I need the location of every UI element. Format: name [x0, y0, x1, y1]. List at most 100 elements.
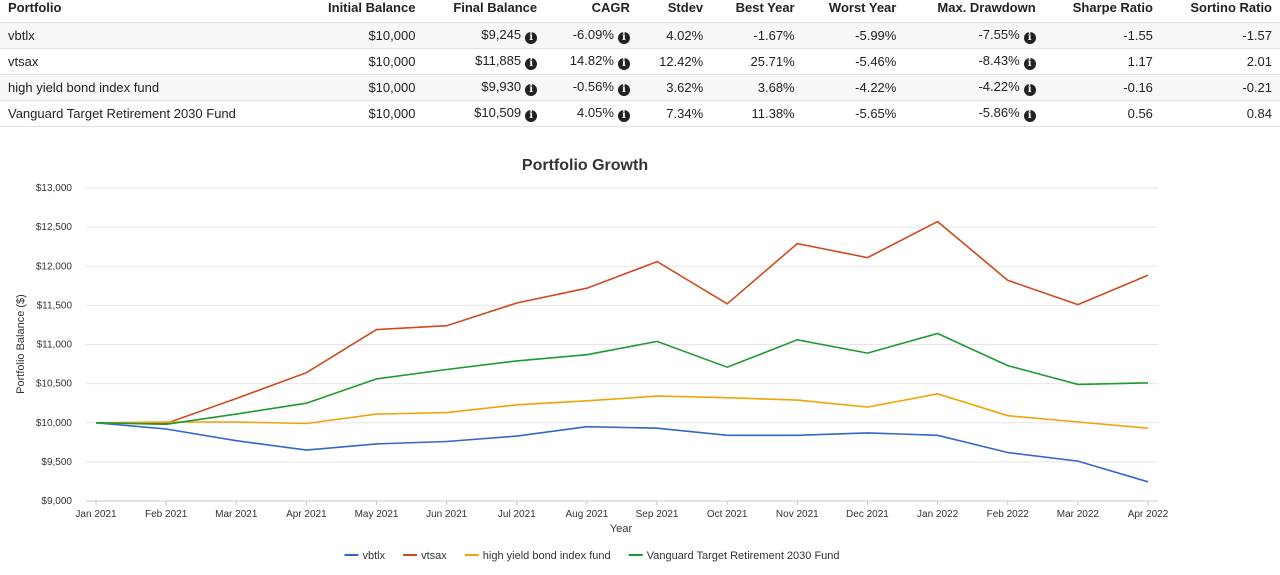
table-row: Vanguard Target Retirement 2030 Fund $10… [0, 100, 1280, 127]
legend-item[interactable]: vtsax [403, 550, 447, 562]
legend-item[interactable]: Vanguard Target Retirement 2030 Fund [628, 550, 840, 562]
cell-sortino-ratio: 0.84 [1160, 100, 1280, 127]
info-circle-icon[interactable]: i [525, 84, 538, 96]
max-drawdown-value: -7.55% [978, 27, 1020, 42]
legend-item[interactable]: high yield bond index fund [464, 550, 611, 562]
y-tick-label: $11,000 [37, 340, 73, 351]
cell-worst-year: -5.99% [802, 22, 905, 49]
cagr-value: -6.09% [572, 27, 614, 42]
cell-cagr: -6.09% i [545, 22, 638, 49]
series-line-vtsax[interactable] [95, 220, 1149, 425]
table-row: high yield bond index fund $10,000 $9,93… [0, 74, 1280, 101]
y-tick-label: $9,500 [41, 457, 72, 468]
portfolio-growth-chart: Portfolio Growth $9,000 $9,500 $10,000 $10,… [15, 157, 1169, 562]
cell-stdev: 12.42% [637, 48, 712, 75]
info-circle-icon[interactable]: i [525, 110, 538, 122]
final-balance-value: $11,885 [475, 53, 522, 68]
max-drawdown-value: -8.43% [978, 53, 1020, 68]
info-circle-icon[interactable]: i [1023, 84, 1036, 96]
legend-label: vtsax [421, 550, 447, 562]
x-tick-label: May 2021 [355, 509, 399, 520]
cell-stdev: 7.34% [637, 100, 712, 127]
chart-title: Portfolio Growth [522, 157, 648, 174]
cell-best-year: 11.38% [711, 100, 803, 127]
info-circle-icon[interactable]: i [1023, 110, 1036, 122]
cell-worst-year: -4.22% [802, 74, 905, 101]
cell-max-drawdown: -7.55% i [904, 22, 1044, 49]
cell-cagr: -0.56% i [545, 74, 638, 101]
cell-final-balance: $9,245 i [423, 22, 546, 49]
x-tick-label: Jul 2021 [498, 509, 536, 520]
legend-label: Vanguard Target Retirement 2030 Fund [647, 550, 840, 562]
max-drawdown-value: -4.22% [978, 79, 1020, 94]
cell-best-year: 3.68% [711, 74, 803, 101]
cell-best-year: 25.71% [711, 48, 803, 75]
x-tick-label: Jan 2022 [917, 509, 959, 520]
cell-portfolio: high yield bond index fund [0, 74, 298, 101]
info-circle-icon[interactable]: i [617, 110, 630, 122]
col-header-sortino-ratio[interactable]: Sortino Ratio [1160, 0, 1280, 23]
legend-item[interactable]: vbtlx [344, 550, 386, 562]
col-header-worst-year[interactable]: Worst Year [802, 0, 905, 23]
info-circle-icon[interactable]: i [1023, 58, 1036, 70]
x-tick-label: Feb 2022 [987, 509, 1030, 520]
y-tick-label: $10,500 [36, 379, 73, 390]
cell-stdev: 3.62% [637, 74, 712, 101]
y-tick-label: $9,000 [41, 496, 72, 507]
table-header-row: Portfolio Initial Balance Final Balance … [0, 0, 1280, 23]
x-tick-label: Apr 2022 [1128, 509, 1169, 520]
cell-sortino-ratio: -1.57 [1160, 22, 1280, 49]
cell-cagr: 14.82% i [545, 48, 638, 75]
info-circle-icon[interactable]: i [617, 58, 630, 70]
cell-sharpe-ratio: -0.16 [1043, 74, 1161, 101]
x-tick-label: Mar 2022 [1057, 509, 1100, 520]
cell-sharpe-ratio: -1.55 [1043, 22, 1161, 49]
col-header-final-balance[interactable]: Final Balance [423, 0, 546, 23]
col-header-portfolio[interactable]: Portfolio [0, 0, 298, 23]
y-tick-label: $12,500 [36, 222, 73, 233]
cell-initial-balance: $10,000 [297, 48, 424, 75]
col-header-sharpe-ratio[interactable]: Sharpe Ratio [1043, 0, 1161, 23]
info-circle-icon[interactable]: i [1023, 32, 1036, 44]
cell-best-year: -1.67% [711, 22, 803, 49]
col-header-initial-balance[interactable]: Initial Balance [297, 0, 424, 23]
table-row: vbtlx $10,000 $9,245 i -6.09% i 4.02% -1.6… [0, 22, 1280, 49]
cell-sortino-ratio: 2.01 [1160, 48, 1280, 75]
x-tick-label: Dec 2021 [846, 509, 889, 520]
cell-initial-balance: $10,000 [297, 100, 424, 127]
info-circle-icon[interactable]: i [617, 32, 630, 44]
cagr-value: 14.82% [569, 53, 614, 68]
x-axis-label: Year [610, 523, 633, 535]
col-header-best-year[interactable]: Best Year [711, 0, 803, 23]
cell-final-balance: $10,509 i [423, 100, 546, 127]
x-tick-label: Jun 2021 [426, 509, 468, 520]
y-tick-label: $10,000 [36, 418, 73, 429]
cell-portfolio: Vanguard Target Retirement 2030 Fund [0, 100, 298, 127]
final-balance-value: $10,509 [474, 105, 522, 120]
cell-max-drawdown: -4.22% i [904, 74, 1044, 101]
x-tick-label: Nov 2021 [776, 509, 819, 520]
x-tick-label: Jan 2021 [75, 509, 117, 520]
series-line-vbtlx[interactable] [95, 422, 1149, 483]
cell-final-balance: $9,930 i [423, 74, 546, 101]
cell-initial-balance: $10,000 [297, 74, 424, 101]
cell-worst-year: -5.46% [802, 48, 905, 75]
y-tick-label: $11,500 [37, 300, 73, 311]
max-drawdown-value: -5.86% [978, 105, 1020, 120]
info-circle-icon[interactable]: i [617, 84, 630, 96]
legend-label: vbtlx [363, 550, 386, 562]
legend-label: high yield bond index fund [483, 550, 611, 562]
x-tick-label: Apr 2021 [286, 509, 327, 520]
performance-table: Portfolio Initial Balance Final Balance … [0, 0, 1280, 127]
col-header-cagr[interactable]: CAGR [545, 0, 638, 23]
info-circle-icon[interactable]: i [525, 32, 538, 44]
final-balance-value: $9,245 [481, 27, 522, 42]
col-header-max-drawdown[interactable]: Max. Drawdown [904, 0, 1044, 23]
series-line-vanguard-target-retirement-2030-fund[interactable] [95, 332, 1149, 426]
series-line-high-yield-bond-index-fund[interactable] [95, 392, 1149, 429]
cell-max-drawdown: -5.86% i [904, 100, 1044, 127]
col-header-stdev[interactable]: Stdev [637, 0, 712, 23]
info-circle-icon[interactable]: i [525, 58, 538, 70]
y-tick-label: $12,000 [36, 261, 73, 272]
y-tick-label: $13,000 [36, 183, 73, 194]
